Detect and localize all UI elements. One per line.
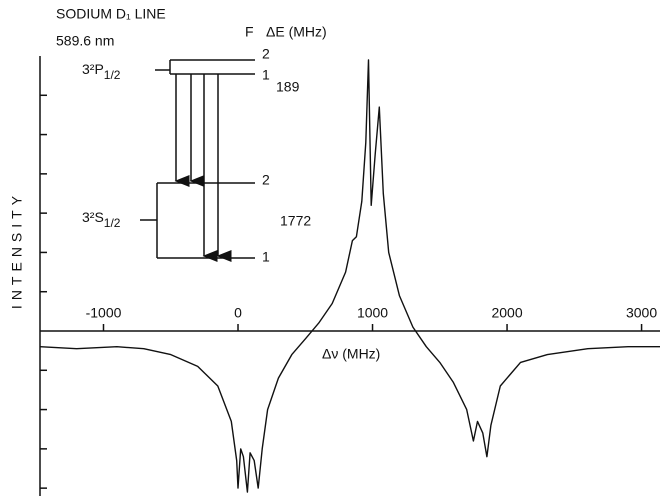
f-label: 2 [262,46,270,62]
spectrum-line [39,59,660,493]
f-label: 2 [262,172,270,188]
x-tick-label: 1000 [357,305,388,321]
f-header: F [245,24,254,40]
x-axis-label: Δν (MHz) [322,346,380,362]
term: 3²P [82,61,104,77]
x-tick-label: 2000 [491,305,522,321]
chart-subtitle: 589.6 nm [56,33,114,49]
splitting: 189 [276,79,300,95]
de-header: ΔE (MHz) [266,24,327,40]
upper-level: 3²P1/2 [82,61,121,82]
y-axis-label: INTENSITY [9,191,25,309]
splitting: 1772 [280,213,311,229]
term-j: 1/2 [104,216,121,230]
lower-level: 3²S1/2 [82,209,121,230]
term-j: 1/2 [104,68,121,82]
energy-diagram [140,59,255,262]
chart-title: SODIUM D₁ LINE [56,6,166,22]
x-tick-label: 3000 [626,305,657,321]
x-tick-label: 0 [234,305,242,321]
term: 3²S [82,209,104,225]
f-label: 1 [262,249,270,265]
f-label: 1 [262,67,270,83]
x-tick-label: -1000 [86,305,122,321]
